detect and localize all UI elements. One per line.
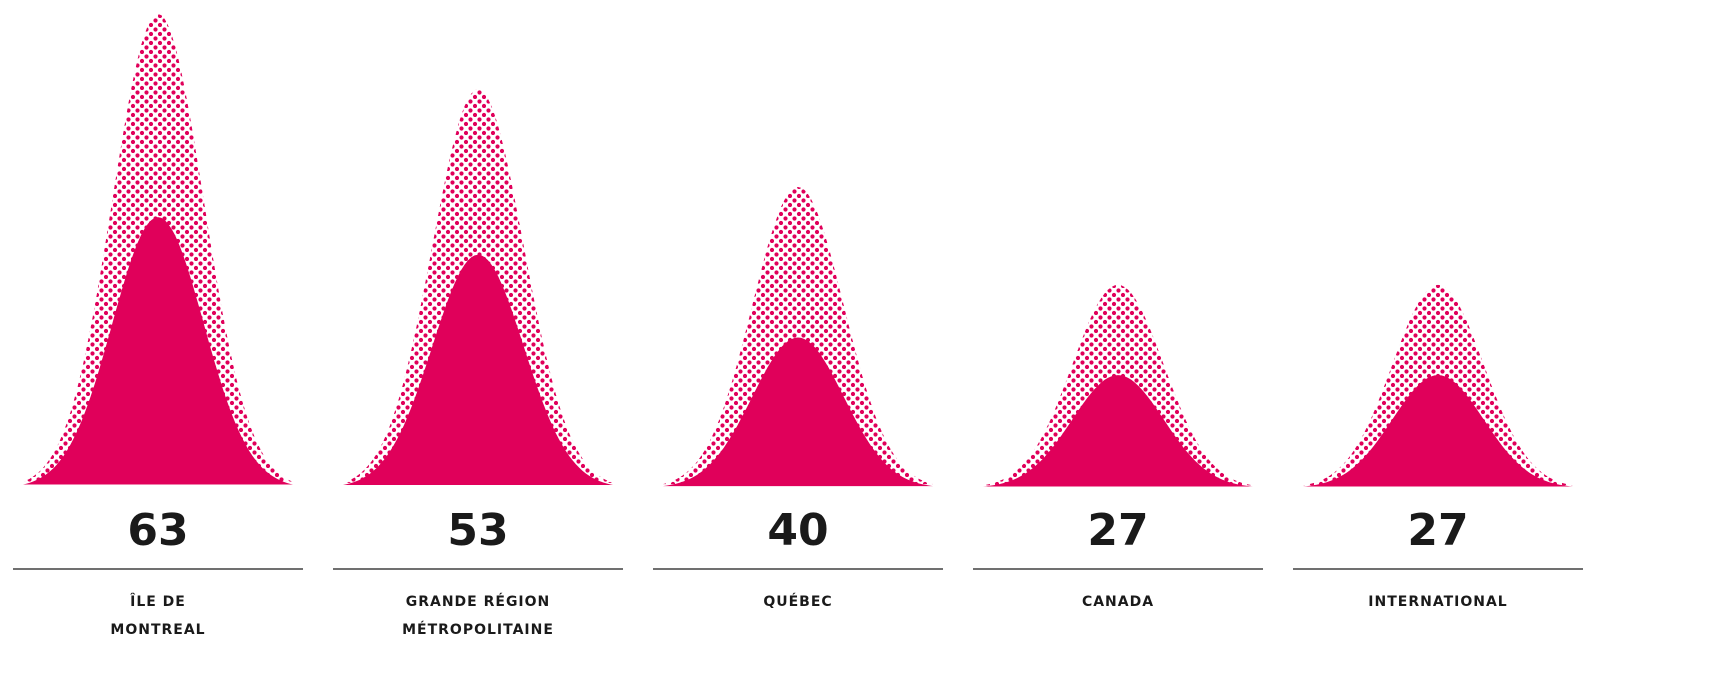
inner-curve-solid <box>663 337 933 487</box>
category-label: INTERNATIONAL <box>1368 594 1507 610</box>
inner-curve-solid <box>23 217 293 485</box>
value-label: 27 <box>1087 505 1148 556</box>
value-label: 53 <box>447 505 508 556</box>
inner-curve-solid <box>343 254 613 485</box>
category-label: CANADA <box>1082 594 1154 610</box>
value-label: 27 <box>1407 505 1468 556</box>
value-label: 40 <box>767 505 828 556</box>
category-label: ÎLE DE <box>130 593 186 610</box>
value-label: 63 <box>127 505 188 556</box>
inner-curve-solid <box>983 375 1253 487</box>
category-label: MÉTROPOLITAINE <box>402 621 554 638</box>
category-label: MONTREAL <box>110 622 205 638</box>
category-label: GRANDE RÉGION <box>406 593 551 610</box>
inner-curve-solid <box>1303 375 1573 487</box>
category-label: QUÉBEC <box>763 593 832 610</box>
outer-curve-dotted <box>663 187 933 485</box>
